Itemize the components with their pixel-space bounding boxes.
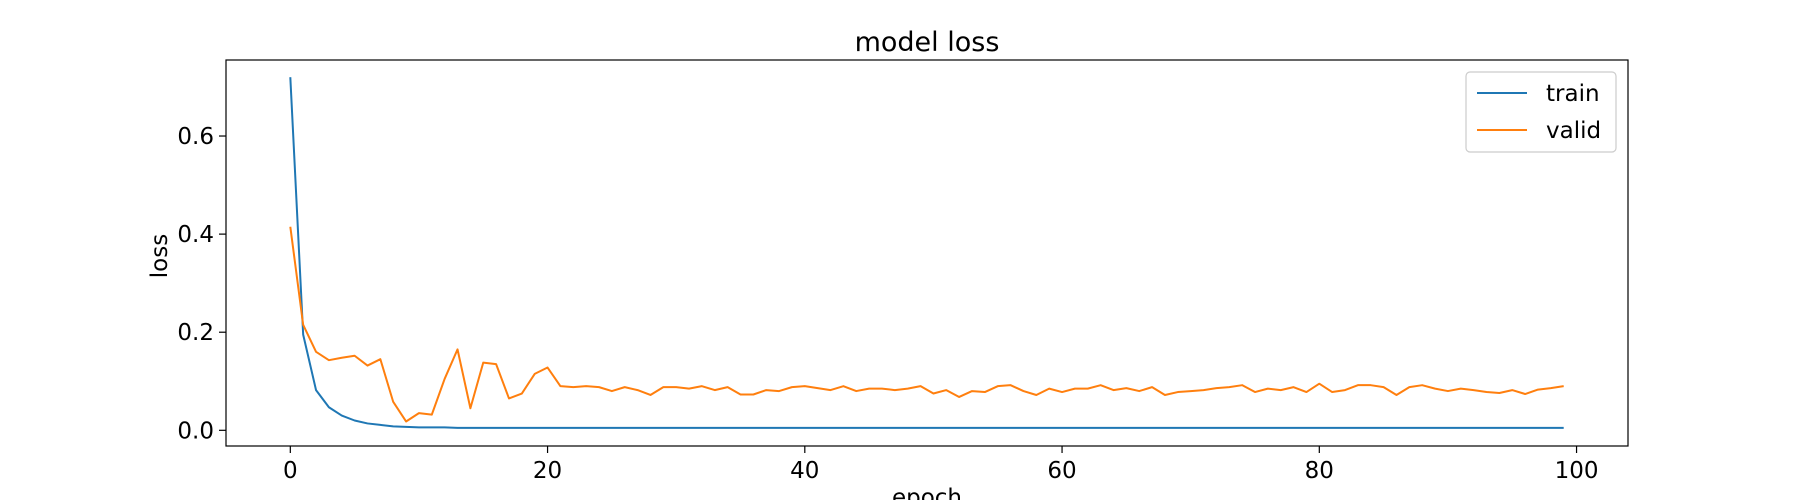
legend: train valid	[1465, 71, 1617, 153]
series-line-valid	[289, 226, 1564, 423]
y-tick-label: 0.2	[177, 320, 214, 346]
series-line-train	[289, 77, 1564, 429]
axes-frame	[225, 59, 1629, 447]
x-tick-label: 20	[533, 458, 562, 484]
legend-label-train: train	[1546, 81, 1600, 107]
y-tick-label: 0.6	[177, 124, 214, 150]
x-tick-label: 80	[1305, 458, 1334, 484]
plot-area: 0 20 40 60 80 100 0.0 0.2 0.4 0.6	[177, 59, 1629, 484]
x-tick-label: 40	[790, 458, 819, 484]
chart-title: model loss	[855, 27, 1000, 58]
x-axis-label: epoch	[892, 485, 962, 500]
x-tick-label: 100	[1555, 458, 1599, 484]
y-tick-label: 0.4	[177, 222, 214, 248]
y-axis-label: loss	[147, 234, 173, 278]
x-tick-label: 60	[1047, 458, 1076, 484]
y-tick-label: 0.0	[177, 418, 214, 444]
x-tick-label: 0	[283, 458, 298, 484]
legend-label-valid: valid	[1546, 118, 1601, 144]
